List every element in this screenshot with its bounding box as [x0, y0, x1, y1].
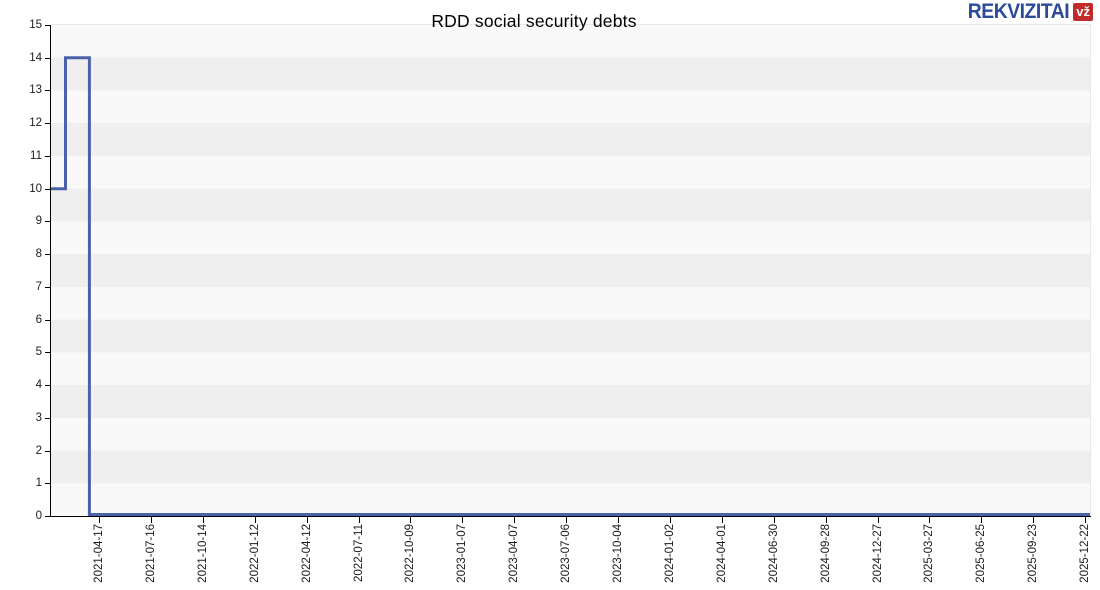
x-tick-label: 2022-07-11 — [353, 524, 365, 582]
x-tick-mark — [410, 517, 411, 523]
x-tick-label: 2024-09-28 — [820, 524, 832, 583]
y-tick-label: 2 — [35, 445, 42, 457]
x-tick-mark — [462, 517, 463, 523]
y-tick-label: 7 — [35, 281, 42, 293]
line-series — [51, 56, 1090, 516]
y-tick-label: 6 — [35, 314, 42, 326]
plot-area — [51, 24, 1091, 516]
x-tick-label: 2025-09-23 — [1027, 524, 1039, 583]
y-tick-label: 12 — [29, 117, 42, 129]
y-tick-label: 3 — [35, 412, 42, 424]
y-tick-label: 9 — [35, 215, 42, 227]
y-tick-mark — [45, 418, 51, 419]
x-tick-mark — [670, 517, 671, 523]
y-tick-mark — [45, 483, 51, 484]
y-tick-mark — [45, 25, 51, 26]
x-tick-label: 2021-10-14 — [197, 524, 209, 583]
y-tick-label: 5 — [35, 346, 42, 358]
x-tick-label: 2023-07-06 — [560, 524, 572, 583]
chart-title: RDD social security debts — [431, 11, 637, 31]
x-tick-mark — [981, 517, 982, 523]
y-tick-mark — [45, 58, 51, 59]
y-tick-label: 4 — [35, 379, 42, 391]
x-tick-mark — [618, 517, 619, 523]
x-tick-label: 2024-12-27 — [872, 524, 884, 583]
y-tick-label: 14 — [29, 52, 42, 64]
x-tick-label: 2023-04-07 — [508, 524, 520, 583]
y-tick-mark — [45, 221, 51, 222]
x-tick-mark — [359, 517, 360, 523]
rekvizitai-logo[interactable]: REKVIZITAI vž — [959, 0, 1093, 24]
y-tick-mark — [45, 254, 51, 255]
y-tick-label: 0 — [35, 510, 42, 522]
x-tick-mark — [929, 517, 930, 523]
x-tick-mark — [722, 517, 723, 523]
x-tick-label: 2023-10-04 — [612, 524, 624, 583]
y-tick-label: 8 — [35, 248, 42, 260]
y-tick-label: 13 — [29, 84, 42, 96]
y-tick-mark — [45, 123, 51, 124]
rekvizitai-logo-text: REKVIZITAI — [967, 0, 1070, 23]
y-tick-mark — [45, 451, 51, 452]
x-tick-mark — [566, 517, 567, 523]
debt-line — [51, 56, 1090, 516]
x-tick-mark — [514, 517, 515, 523]
y-tick-label: 10 — [29, 183, 42, 195]
x-tick-mark — [307, 517, 308, 523]
x-tick-label: 2024-06-30 — [768, 524, 780, 583]
x-tick-label: 2025-06-25 — [975, 524, 987, 583]
y-tick-mark — [45, 189, 51, 190]
x-tick-mark — [1085, 517, 1086, 523]
x-tick-mark — [255, 517, 256, 523]
x-tick-mark — [826, 517, 827, 523]
y-tick-label: 11 — [30, 150, 42, 162]
y-tick-mark — [45, 156, 51, 157]
x-tick-mark — [878, 517, 879, 523]
y-tick-label: 15 — [29, 19, 42, 31]
y-tick-mark — [45, 320, 51, 321]
x-tick-label: 2023-01-07 — [456, 524, 468, 583]
y-tick-mark — [45, 90, 51, 91]
y-axis-line — [50, 25, 51, 517]
y-tick-mark — [45, 516, 51, 517]
x-tick-mark — [203, 517, 204, 523]
x-tick-label: 2025-03-27 — [923, 524, 935, 583]
x-tick-label: 2022-04-12 — [301, 524, 313, 583]
x-tick-label: 2021-07-16 — [145, 524, 157, 583]
x-tick-label: 2021-04-17 — [93, 524, 105, 583]
x-tick-label: 2025-12-22 — [1079, 524, 1091, 583]
x-tick-mark — [1033, 517, 1034, 523]
vz-badge-icon: vž — [1073, 3, 1093, 21]
x-tick-mark — [99, 517, 100, 523]
x-axis-line — [50, 516, 1091, 517]
x-tick-mark — [774, 517, 775, 523]
x-tick-label: 2024-04-01 — [716, 524, 728, 583]
y-tick-mark — [45, 287, 51, 288]
x-tick-label: 2024-01-02 — [664, 524, 676, 583]
x-tick-label: 2022-10-09 — [404, 524, 416, 583]
x-tick-label: 2022-01-12 — [249, 524, 261, 583]
y-tick-label: 1 — [35, 477, 42, 489]
y-tick-mark — [45, 352, 51, 353]
x-tick-mark — [151, 517, 152, 523]
y-tick-mark — [45, 385, 51, 386]
